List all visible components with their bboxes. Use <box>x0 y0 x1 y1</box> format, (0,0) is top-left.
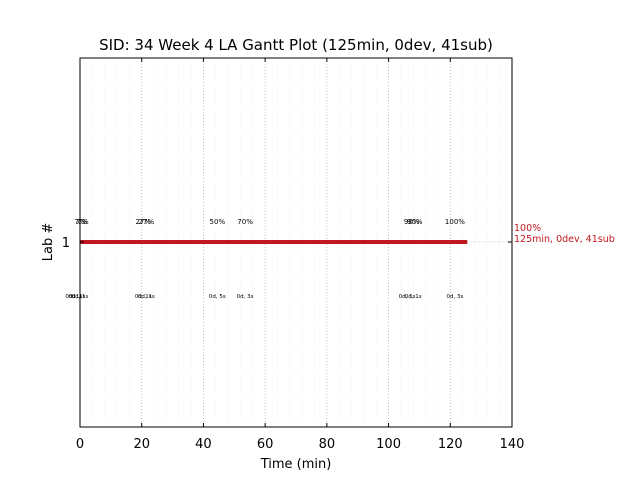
bar-layer <box>80 240 468 244</box>
percent-label: 7% <box>76 218 87 226</box>
y-tick-label: 1 <box>62 236 70 251</box>
percent-label: 100% <box>445 218 465 226</box>
duration-label: 0d, 3s <box>237 294 254 300</box>
duration-label: 0d, 1s <box>405 294 422 300</box>
percent-label: 50% <box>210 218 226 226</box>
duration-label: 0d, 5s <box>209 294 226 300</box>
x-tick-label: 60 <box>257 437 274 452</box>
duration-label: 0d, 1s <box>135 294 152 300</box>
gantt-bar <box>80 240 468 244</box>
x-tick-label: 20 <box>133 437 150 452</box>
x-tick-label: 140 <box>500 437 525 452</box>
end-percent-label: 100% <box>514 223 541 234</box>
x-tick-label: 100 <box>376 437 401 452</box>
duration-label: 0d, 1s <box>68 294 85 300</box>
x-axis-label: Time (min) <box>260 457 332 472</box>
y-axis-label: Lab # <box>41 223 56 262</box>
x-axis: 0 20 40 60 80 100 120 140 <box>76 58 525 452</box>
percent-label: 27% <box>135 218 151 226</box>
duration-label: 0d, 3s <box>446 294 463 300</box>
x-tick-label: 120 <box>438 437 463 452</box>
percent-label: 70% <box>237 218 253 226</box>
percent-label: 27% <box>139 218 155 226</box>
end-summary-label: 125min, 0dev, 41sub <box>514 234 615 245</box>
x-tick-label: 80 <box>319 437 336 452</box>
y-axis: 1 <box>62 236 512 251</box>
chart-title: SID: 34 Week 4 LA Gantt Plot (125min, 0d… <box>99 36 493 54</box>
x-tick-label: 40 <box>195 437 212 452</box>
duration-label: 0d, 1s <box>65 294 82 300</box>
duration-label: 0d, 1s <box>399 294 416 300</box>
percent-label: 7% <box>78 218 89 226</box>
percent-label: 90% <box>407 218 423 226</box>
percent-label: 90% <box>404 218 420 226</box>
x-tick-label: 0 <box>76 437 84 452</box>
duration-label: 0d, 1s <box>138 294 155 300</box>
